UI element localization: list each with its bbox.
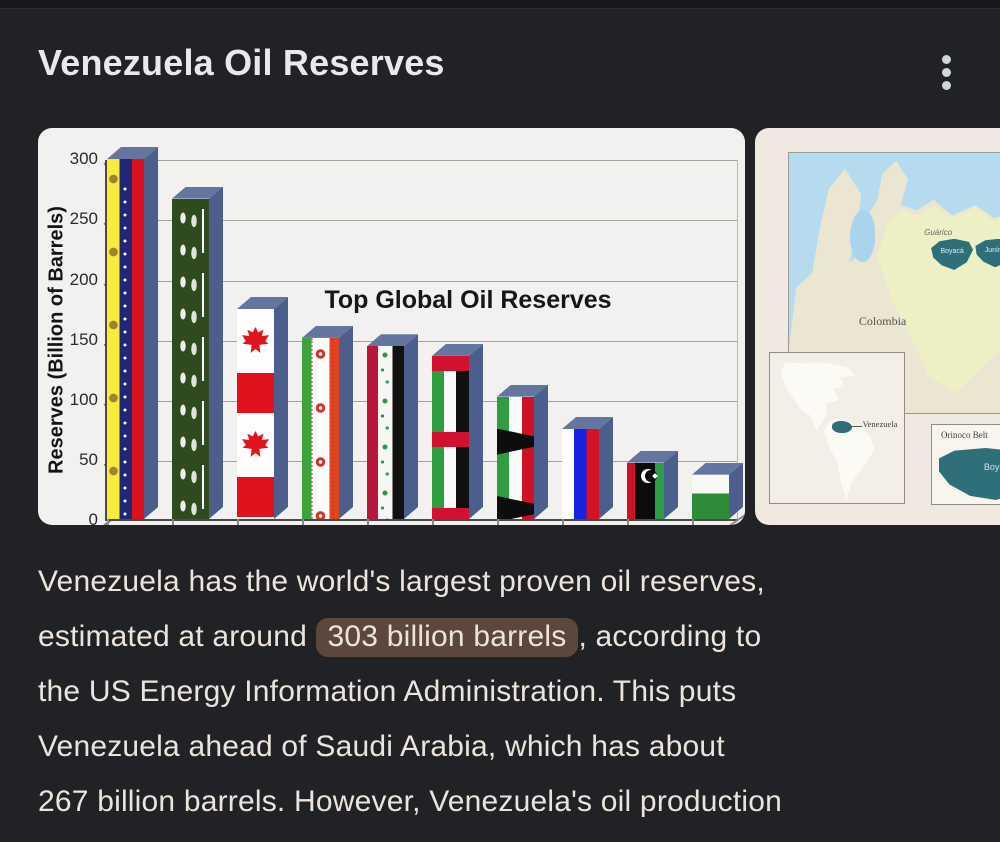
maple-leaf-icon [242,327,269,353]
y-axis-tick-labels: 300 250 200 150 100 50 0 [52,128,98,525]
bar-iran [302,325,353,519]
gridline [107,281,737,282]
iraq-flag [367,346,404,519]
bar-saudi-arabia [172,186,223,519]
colombia-label: Colombia [858,314,907,329]
orinoco-belt-label: Orinoco Belt [941,430,988,440]
bar-iraq [367,334,418,519]
canada-flag [237,309,274,519]
americas-inset-map: Venezuela [769,352,905,504]
bar-kuwait [497,384,548,519]
gridline [107,160,737,161]
chart-image-result[interactable]: Top Global Oil Reserves Reserves (Billio… [38,128,745,525]
bar-libya [627,450,678,519]
status-bar-strip [0,0,1000,9]
kuwait-flag [497,396,534,519]
answer-line: Venezuela ahead of Saudi Arabia, which h… [38,730,725,763]
kuwait-trapezoid [497,428,534,455]
boyaca-field-shape [939,448,1000,500]
y-tick-label: 0 [52,510,98,525]
venezuela-highlight [831,420,852,433]
kuwait-trapezoid [497,496,534,519]
boyaca-label: Boyacá [983,462,1000,473]
venezuela-flag [107,159,144,519]
y-tick-label: 300 [52,149,98,169]
bar-canada [237,297,288,519]
y-tick-label: 250 [52,209,98,229]
star-icon [652,472,658,479]
x-axis-ticks [107,519,737,525]
iran-flag [302,337,339,519]
libya-flag [627,462,664,519]
highlighted-answer: 303 billion barrels [315,618,579,657]
lake-maracaibo [849,210,876,263]
bar-uae [432,343,483,519]
answer-line: Venezuela has the world's largest proven… [38,565,765,598]
gridline [107,401,737,402]
gridline [107,461,737,462]
venezuela-label: Venezuela [862,419,898,429]
bar-russia [562,417,613,519]
uae-flag [432,355,469,519]
bar-nigeria [692,462,743,519]
y-tick-label: 200 [52,270,98,290]
nigeria-flag [692,474,729,519]
y-tick-label: 100 [52,390,98,410]
guarico-label: Guárico [924,228,953,238]
y-tick-label: 50 [52,450,98,470]
answer-text: Venezuela has the world's largest proven… [38,554,988,829]
y-tick-label: 150 [52,330,98,350]
answer-line: the US Energy Information Administration… [38,675,737,708]
maple-leaf-icon [242,431,269,457]
belt-field-label: Junín [984,246,1000,254]
kebab-menu-icon[interactable] [936,55,956,91]
gridline [107,341,737,342]
answer-line: 267 billion barrels. However, Venezuela'… [38,785,783,818]
answer-line: estimated at around 303 billion barrels,… [38,609,988,664]
russia-flag [562,429,599,519]
pointer-line [850,425,863,427]
page-title: Venezuela Oil Reserves [38,42,445,83]
map-image-result[interactable]: Guárico Anzo Colombia Boyacá Junín Venez… [755,128,1000,525]
plot-area [105,147,745,525]
gridline [107,220,737,221]
orinoco-belt-inset: Orinoco Belt Boyacá [931,424,1000,505]
belt-field-label: Boyacá [940,247,964,255]
saudi-arabia-flag [172,198,209,519]
chart-title: Top Global Oil Reserves [324,286,612,314]
bar-venezuela [107,147,158,519]
